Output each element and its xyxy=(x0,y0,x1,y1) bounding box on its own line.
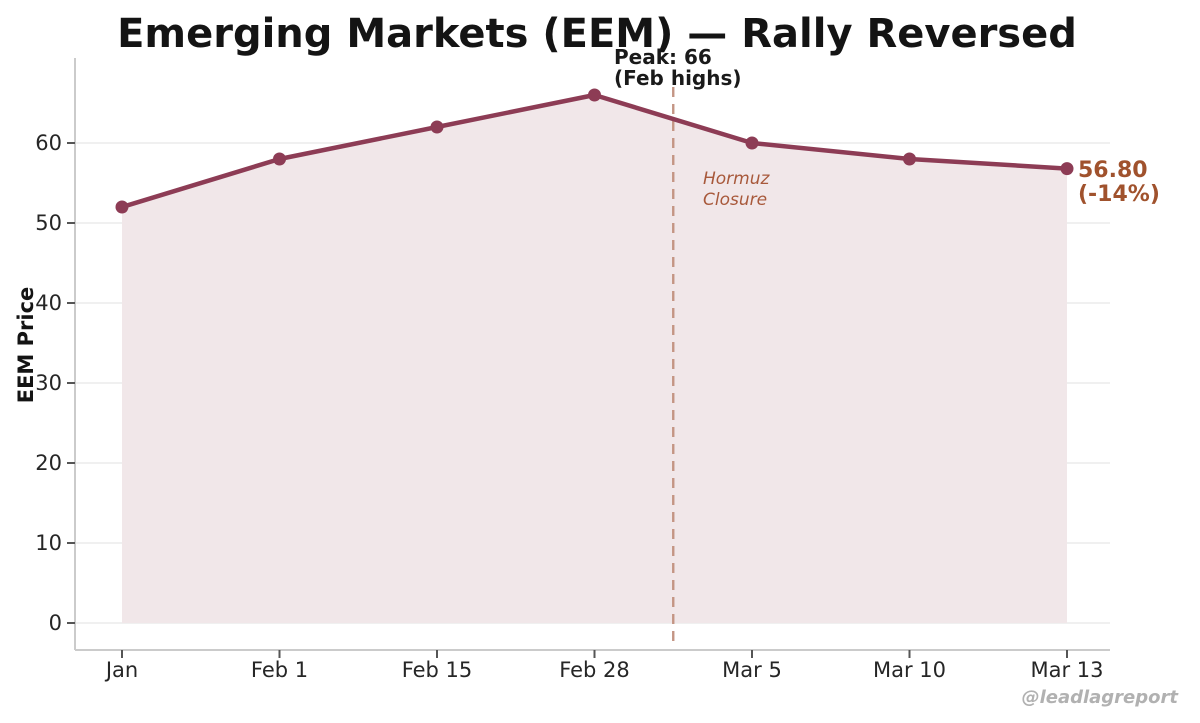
watermark: @leadlagreport xyxy=(1022,687,1180,708)
data-point-Jan xyxy=(115,200,129,214)
y-tick-label-50: 50 xyxy=(35,211,62,235)
peak-annotation-line1: Peak: 66 xyxy=(614,45,712,69)
y-tick-label-30: 30 xyxy=(35,371,62,395)
peak-annotation-line2: (Feb highs) xyxy=(614,66,742,90)
y-tick-labels: 0 10 20 30 40 50 60 xyxy=(35,131,62,635)
tick-marks xyxy=(67,142,1068,658)
y-axis-title: EEM Price xyxy=(14,287,38,404)
x-tick-label-6: Mar 13 xyxy=(1030,658,1103,682)
x-tick-label-2: Feb 15 xyxy=(402,658,473,682)
x-tick-label-3: Feb 28 xyxy=(559,658,630,682)
last-price-annotation-line2: (-14%) xyxy=(1078,182,1160,207)
data-point-Mar 5 xyxy=(745,136,759,150)
x-tick-labels: Jan Feb 1 Feb 15 Feb 28 Mar 5 Mar 10 Mar 13 xyxy=(104,658,1104,682)
x-tick-label-0: Jan xyxy=(104,658,138,682)
y-tick-label-60: 60 xyxy=(35,131,62,155)
last-price-annotation-line1: 56.80 xyxy=(1078,158,1148,183)
x-tick-label-4: Mar 5 xyxy=(722,658,782,682)
event-label-line2: Closure xyxy=(703,190,767,210)
data-point-Feb 1 xyxy=(273,152,286,166)
y-tick-label-0: 0 xyxy=(49,611,62,635)
y-tick-label-20: 20 xyxy=(35,451,62,475)
event-label-line1: Hormuz xyxy=(703,169,771,189)
area-fill xyxy=(122,95,1067,623)
x-tick-label-5: Mar 10 xyxy=(873,658,946,682)
data-point-Mar 10 xyxy=(903,152,916,166)
chart-title: Emerging Markets (EEM) — Rally Reversed xyxy=(117,11,1077,57)
data-point-Mar 13 xyxy=(1060,162,1074,176)
y-tick-label-40: 40 xyxy=(35,291,62,315)
data-point-Feb 15 xyxy=(430,120,444,134)
x-tick-label-1: Feb 1 xyxy=(251,658,308,682)
axes-spines xyxy=(74,58,1110,651)
data-point-markers xyxy=(115,88,1074,214)
data-point-Feb 28 xyxy=(588,88,601,102)
y-tick-label-10: 10 xyxy=(35,531,62,555)
